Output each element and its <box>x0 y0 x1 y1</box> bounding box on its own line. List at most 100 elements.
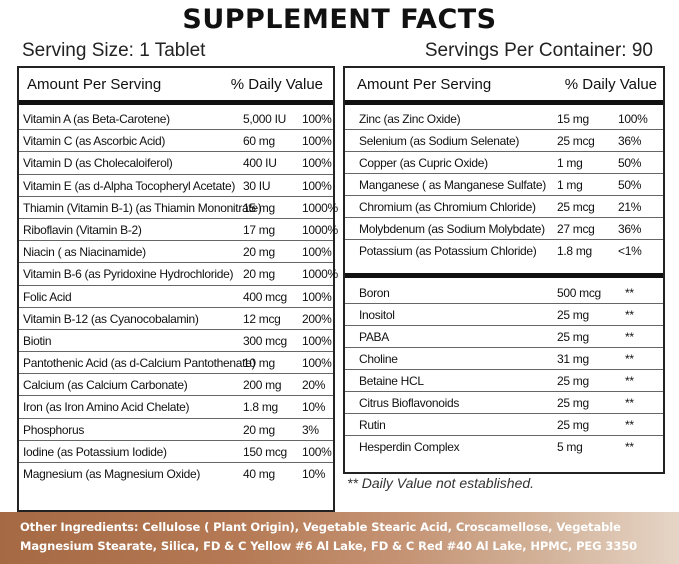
nutrient-amount: 20 mg <box>243 245 275 260</box>
table-row: Riboflavin (Vitamin B-2) 17 mg 1000% <box>19 219 338 242</box>
other-nutrients-table-body: Boron 500 mcg ** Inositol 25 mg ** PABA 25 mg **… <box>345 282 663 457</box>
daily-value-heading: % Daily Value <box>564 76 657 93</box>
table-row: Vitamin E (as d-Alpha Tocopheryl Acetate… <box>19 175 333 197</box>
nutrient-name: Rutin <box>359 418 386 432</box>
nutrient-amount: 25 mg <box>557 396 589 410</box>
table-row: Vitamin C (as Ascorbic Acid) 60 mg 100% <box>19 130 333 153</box>
nutrient-amount: 15 mg <box>557 112 589 126</box>
nutrient-name: Selenium (as Sodium Selenate) <box>359 134 520 148</box>
table-row: Potassium (as Potassium Chloride) 1.8 mg <… <box>345 240 663 261</box>
table-row: Calcium (as Calcium Carbonate) 200 mg 20% <box>19 374 333 397</box>
nutrient-daily-value: 100% <box>302 112 332 126</box>
nutrient-amount: 20 mg <box>243 267 275 282</box>
nutrient-name: Chromium (as Chromium Chloride) <box>359 200 536 214</box>
minerals-table: Amount Per Serving % Daily Value Zinc (a… <box>343 66 665 474</box>
nutrient-amount: 20 mg <box>243 422 275 437</box>
nutrient-name: Hesperdin Complex <box>359 440 460 454</box>
nutrient-daily-value: 200% <box>302 311 332 326</box>
nutrient-daily-value: ** <box>625 330 634 344</box>
table-row: Iron (as Iron Amino Acid Chelate) 1.8 mg 1… <box>19 396 333 419</box>
nutrient-daily-value: 36% <box>618 222 642 236</box>
nutrient-name: Molybdenum (as Sodium Molybdate) <box>359 222 545 236</box>
amount-per-serving-heading: Amount Per Serving <box>27 76 162 93</box>
nutrient-name: Choline <box>359 352 398 366</box>
nutrient-amount: 200 mg <box>243 378 282 393</box>
table-row: Vitamin B-6 (as Pyridoxine Hydrochloride… <box>19 263 338 286</box>
other-ingredients-banner: Other Ingredients: Cellulose ( Plant Ori… <box>0 512 679 564</box>
nutrient-amount: 400 mcg <box>243 289 287 304</box>
nutrient-daily-value: ** <box>625 396 634 410</box>
table-row: Thiamin (Vitamin B-1) (as Thiamin Mononi… <box>19 197 338 219</box>
table-row: Hesperdin Complex 5 mg ** <box>345 436 663 457</box>
table-row: Choline 31 mg ** <box>345 348 663 370</box>
nutrient-name: Manganese ( as Manganese Sulfate) <box>359 178 546 192</box>
nutrient-name: Calcium (as Calcium Carbonate) <box>23 378 188 393</box>
nutrient-daily-value: 50% <box>618 156 642 170</box>
table-row: Vitamin B-12 (as Cyanocobalamin) 12 mcg 20… <box>19 308 333 330</box>
nutrient-amount: 31 mg <box>557 352 589 366</box>
nutrient-name: Copper (as Cupric Oxide) <box>359 156 488 170</box>
nutrient-daily-value: 100% <box>302 356 332 371</box>
table-row: Zinc (as Zinc Oxide) 15 mg 100% <box>345 108 663 130</box>
table-row: Boron 500 mcg ** <box>345 282 663 304</box>
nutrient-daily-value: 100% <box>618 112 648 126</box>
other-ingredients-text: Other Ingredients: Cellulose ( Plant Ori… <box>20 520 638 553</box>
nutrient-amount: 150 mcg <box>243 444 287 459</box>
nutrient-name: Vitamin A (as Beta-Carotene) <box>23 112 170 126</box>
vitamins-table-header: Amount Per Serving % Daily Value <box>19 68 333 105</box>
nutrient-name: Vitamin D (as Cholecaloiferol) <box>23 156 173 171</box>
nutrient-daily-value: 100% <box>302 245 332 260</box>
table-row: Inositol 25 mg ** <box>345 304 663 326</box>
nutrient-name: Thiamin (Vitamin B-1) (as Thiamin Mononi… <box>23 200 262 215</box>
nutrient-amount: 300 mcg <box>243 333 287 348</box>
nutrient-name: PABA <box>359 330 389 344</box>
nutrient-name: Betaine HCL <box>359 374 424 388</box>
table-row: Folic Acid 400 mcg 100% <box>19 286 333 308</box>
amount-per-serving-heading: Amount Per Serving <box>357 76 492 93</box>
label-title: SUPPLEMENT FACTS <box>182 4 497 35</box>
nutrient-daily-value: <1% <box>618 244 642 258</box>
nutrient-amount: 17 mg <box>243 222 275 237</box>
table-row: Iodine (as Potassium Iodide) 150 mcg 100% <box>19 441 333 463</box>
nutrient-amount: 1 mg <box>557 178 583 192</box>
nutrient-daily-value: 100% <box>302 444 332 459</box>
vitamins-table-body: Vitamin A (as Beta-Carotene) 5,000 IU 100%… <box>19 108 338 484</box>
nutrient-daily-value: ** <box>625 308 634 322</box>
nutrient-amount: 5,000 IU <box>243 112 286 126</box>
table-row: Chromium (as Chromium Chloride) 25 mcg 21% <box>345 196 663 218</box>
nutrient-daily-value: 20% <box>302 378 326 393</box>
nutrient-name: Vitamin E (as d-Alpha Tocopheryl Acetate… <box>23 178 236 193</box>
nutrient-amount: 500 mcg <box>557 286 601 300</box>
minerals-table-header: Amount Per Serving % Daily Value <box>345 68 663 105</box>
nutrient-amount: 25 mg <box>557 374 589 388</box>
nutrient-amount: 27 mcg <box>557 222 595 236</box>
servings-per-container: Servings Per Container: 90 <box>424 40 653 61</box>
daily-value-heading: % Daily Value <box>230 76 323 93</box>
nutrient-amount: 25 mg <box>557 308 589 322</box>
table-row: PABA 25 mg ** <box>345 326 663 348</box>
table-row: Pantothenic Acid (as d-Calcium Pantothen… <box>19 352 333 375</box>
nutrient-name: Potassium (as Potassium Chloride) <box>359 244 537 258</box>
nutrient-daily-value: 1000% <box>302 200 338 215</box>
vitamins-table: Amount Per Serving % Daily Value Vitamin… <box>17 66 338 512</box>
nutrient-amount: 1.8 mg <box>557 244 592 258</box>
nutrient-amount: 25 mcg <box>557 134 595 148</box>
nutrient-daily-value: ** <box>625 352 634 366</box>
nutrient-daily-value: 1000% <box>302 222 338 237</box>
table-row: Magnesium (as Magnesium Oxide) 40 mg 10% <box>19 463 333 484</box>
nutrient-amount: 1 mg <box>557 156 583 170</box>
table-row: Betaine HCL 25 mg ** <box>345 370 663 392</box>
serving-size: Serving Size: 1 Tablet <box>22 40 206 61</box>
minerals-table-body: Zinc (as Zinc Oxide) 15 mg 100% Selenium (a… <box>345 108 663 261</box>
nutrient-daily-value: 50% <box>618 178 642 192</box>
nutrient-name: Vitamin B-6 (as Pyridoxine Hydrochloride… <box>23 267 234 282</box>
table-row: Biotin 300 mcg 100% <box>19 330 333 353</box>
nutrient-daily-value: 10% <box>302 400 326 415</box>
nutrient-name: Riboflavin (Vitamin B-2) <box>23 222 142 237</box>
nutrient-name: Magnesium (as Magnesium Oxide) <box>23 467 201 481</box>
table-row: Molybdenum (as Sodium Molybdate) 27 mcg 36… <box>345 218 663 240</box>
nutrient-name: Pantothenic Acid (as d-Calcium Pantothen… <box>23 356 256 371</box>
nutrient-daily-value: 100% <box>302 333 332 348</box>
nutrient-daily-value: 3% <box>302 422 319 437</box>
nutrient-daily-value: 1000% <box>302 267 338 282</box>
